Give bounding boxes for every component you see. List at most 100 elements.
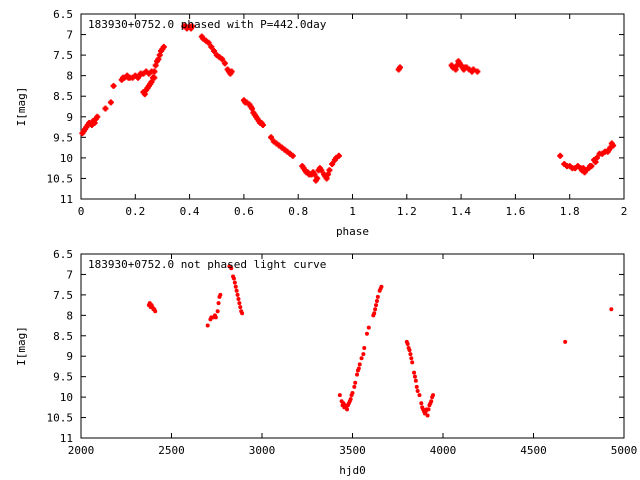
- x-tick-label: 2: [621, 205, 628, 218]
- unphased-light-curve-plot: 2000 2500 3000 3500 4000 4500 5000 6.5 7 7.5 8 8.5 9…: [15, 248, 637, 477]
- data-point: [289, 152, 296, 159]
- data-point: [216, 301, 221, 306]
- data-point: [91, 119, 98, 126]
- data-point: [352, 384, 357, 389]
- data-point: [407, 348, 412, 353]
- data-point: [353, 380, 358, 385]
- data-point: [345, 407, 350, 412]
- y-axis-label: I[mag]: [15, 326, 28, 366]
- data-point: [470, 66, 477, 73]
- data-point: [429, 399, 434, 404]
- data-point: [238, 305, 243, 310]
- data-point: [155, 56, 162, 63]
- y-tick-label: 8.5: [53, 330, 73, 343]
- data-point: [237, 301, 242, 306]
- data-point: [102, 105, 109, 112]
- data-point: [350, 391, 355, 396]
- phased-light-curve-plot: 0 0.2 0.4 0.6 0.8 1 1.2 1.4 1.6 1.8 2 6.5 7 7.5 8 8.5 9 9…: [15, 8, 627, 238]
- data-point: [379, 284, 384, 289]
- data-point: [610, 142, 617, 149]
- data-point: [189, 23, 196, 30]
- data-point: [233, 284, 238, 289]
- data-point: [160, 43, 167, 50]
- data-point: [357, 362, 362, 367]
- data-point: [412, 374, 417, 379]
- data-point: [152, 62, 159, 69]
- data-point: [236, 296, 241, 301]
- data-point: [356, 366, 361, 371]
- data-point: [311, 171, 318, 178]
- data-point: [314, 175, 321, 182]
- x-tick-label: 0.2: [125, 205, 145, 218]
- x-tick-label: 1.6: [505, 205, 525, 218]
- data-point: [141, 91, 148, 98]
- y-tick-label: 8: [66, 70, 73, 83]
- y-tick-label: 9: [66, 350, 73, 363]
- data-point: [151, 74, 158, 81]
- y-tick-label: 11: [60, 193, 73, 206]
- data-point: [415, 388, 420, 393]
- data-point: [609, 307, 614, 312]
- data-point: [419, 401, 424, 406]
- y-tick-label: 11: [60, 432, 73, 445]
- data-point: [348, 397, 353, 402]
- x-tick-label: 1.8: [560, 205, 580, 218]
- x-tick-label: 4000: [430, 444, 457, 457]
- data-point: [563, 339, 568, 344]
- data-point: [592, 159, 599, 165]
- x-tick-label: 5000: [611, 444, 638, 457]
- data-point: [156, 52, 163, 59]
- data-point: [355, 372, 360, 377]
- data-point: [405, 341, 410, 346]
- data-point: [417, 393, 422, 398]
- data-point: [229, 266, 234, 271]
- data-point: [94, 113, 101, 120]
- data-point: [211, 48, 218, 54]
- data-point: [413, 378, 418, 383]
- data-point: [364, 331, 369, 336]
- y-tick-label: 10.5: [47, 412, 74, 425]
- x-axis-label: phase: [336, 225, 369, 238]
- y-tick-label: 6.5: [53, 248, 73, 261]
- data-point: [557, 152, 564, 159]
- data-point: [474, 68, 481, 75]
- data-point: [151, 68, 158, 75]
- data-point: [366, 325, 371, 330]
- x-axis-label: hjd0: [339, 464, 366, 477]
- data-point: [337, 393, 342, 398]
- data-point: [412, 370, 417, 375]
- data-point: [425, 413, 430, 418]
- x-tick-label: 3500: [339, 444, 366, 457]
- data-point: [431, 393, 436, 398]
- data-point: [408, 352, 413, 357]
- x-tick-label: 2500: [158, 444, 185, 457]
- x-tick-label: 2000: [68, 444, 95, 457]
- x-tick-label: 0.8: [288, 205, 308, 218]
- data-point: [215, 309, 220, 314]
- data-point: [153, 309, 158, 314]
- data-point: [268, 134, 275, 141]
- chart-title: 183930+0752.0 phased with P=442.0day: [88, 18, 327, 31]
- data-point: [259, 122, 266, 128]
- y-tick-label: 7.5: [53, 49, 73, 62]
- y-tick-label: 9.5: [53, 131, 73, 144]
- y-tick-label: 7: [66, 29, 73, 42]
- x-tick-label: 1: [349, 205, 356, 218]
- x-tick-label: 1.4: [451, 205, 471, 218]
- data-point: [588, 163, 595, 170]
- x-tick-label: 0.6: [234, 205, 254, 218]
- y-tick-label: 10: [60, 391, 73, 404]
- data-point: [110, 82, 117, 89]
- data-point: [232, 280, 237, 285]
- data-point: [218, 292, 223, 297]
- y-tick-label: 8: [66, 309, 73, 322]
- data-point: [148, 78, 155, 85]
- y-tick-label: 10.5: [47, 172, 74, 185]
- data-point: [362, 346, 367, 351]
- data-point: [426, 407, 431, 412]
- data-point: [235, 292, 240, 297]
- data-point: [228, 68, 235, 75]
- data-point: [452, 66, 459, 73]
